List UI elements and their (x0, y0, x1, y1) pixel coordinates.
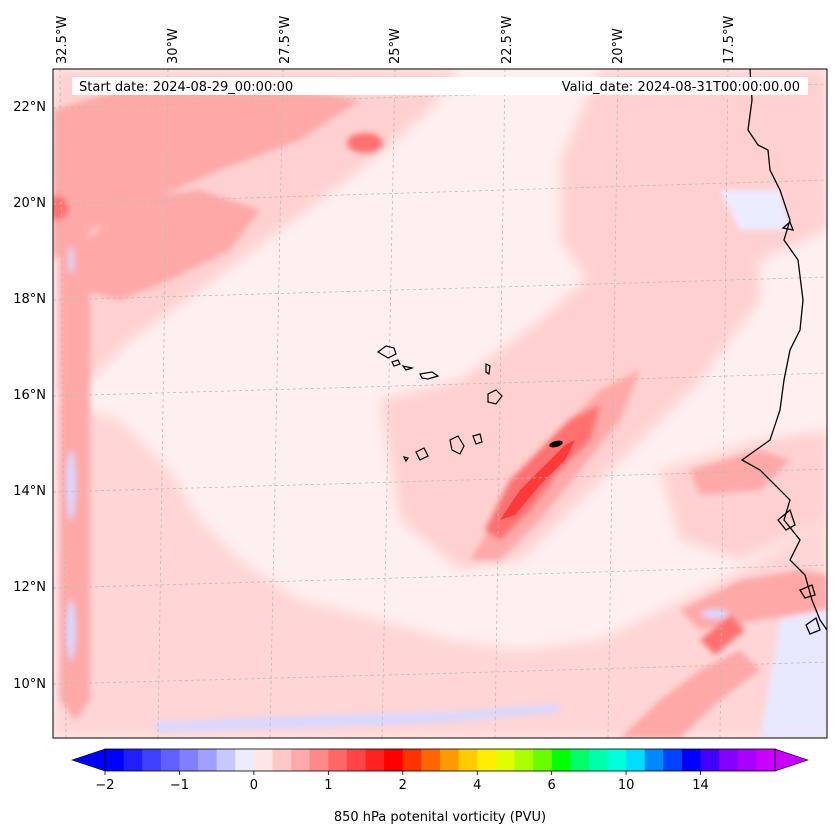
colorbar-segment (291, 749, 311, 771)
lon-label: 17.5°W (722, 16, 737, 64)
lat-label: 10°N (13, 677, 46, 692)
colorbar-segment (365, 749, 385, 771)
colorbar-segment (123, 749, 143, 771)
colorbar-segment (737, 749, 757, 771)
colorbar-title: 850 hPa potenital vorticity (PVU) (334, 810, 546, 825)
africa-coastline (740, 69, 827, 635)
lon-label: 27.5°W (278, 16, 293, 64)
pv-field-max (500, 440, 575, 520)
colorbar-segment (719, 749, 739, 771)
lat-label: 16°N (13, 388, 46, 403)
lat-label: 20°N (13, 196, 46, 211)
colorbar-tick-label: 10 (618, 778, 635, 793)
colorbar-segment (421, 749, 441, 771)
colorbar-segment (495, 749, 515, 771)
lat-labels: 22°N 20°N 18°N 16°N 14°N 12°N 10°N (13, 100, 46, 692)
colorbar-segment (384, 749, 404, 771)
colorbar-under-arrow (71, 748, 106, 772)
colorbar-tick-label: 0 (250, 778, 258, 793)
colorbar-segment (272, 749, 292, 771)
colorbar-tick-label: 1 (324, 778, 332, 793)
colorbar-segment (253, 749, 273, 771)
lon-labels: 32.5°W 30°W 27.5°W 25°W 22.5°W 20°W 17.5… (55, 16, 737, 64)
map-panel (53, 69, 827, 738)
lon-label: 20°W (611, 28, 626, 64)
colorbar-segment (328, 749, 348, 771)
colorbar-segment (551, 749, 571, 771)
colorbar-segment (198, 749, 218, 771)
colorbar-segment (700, 749, 720, 771)
colorbar-segment (570, 749, 590, 771)
lon-label: 25°W (388, 28, 403, 64)
graticule (53, 69, 827, 738)
valid-date-label: Valid_date: 2024-08-31T00:00:00.00 (562, 80, 800, 95)
colorbar-segment (533, 749, 553, 771)
pv-field-negative (66, 190, 827, 738)
colorbar-segment (160, 749, 180, 771)
colorbar-tick-label: 4 (473, 778, 481, 793)
colorbar-segment (663, 749, 683, 771)
colorbar-segment (458, 749, 478, 771)
lat-label: 18°N (13, 292, 46, 307)
colorbar-over-arrow (774, 748, 809, 772)
colorbar-segment (644, 749, 664, 771)
colorbar-segment (607, 749, 627, 771)
colorbar-ticks: −2 −1 0 1 2 4 6 10 14 (95, 771, 709, 793)
colorbar-segment (514, 749, 534, 771)
info-box (72, 77, 808, 95)
colorbar-segments (105, 749, 776, 771)
cape-verde-islands (376, 345, 503, 463)
lon-label: 22.5°W (500, 16, 515, 64)
colorbar-tick-label: 6 (548, 778, 556, 793)
colorbar-tick-label: 14 (692, 778, 709, 793)
colorbar (71, 748, 809, 772)
colorbar-segment (216, 749, 236, 771)
lon-label: 32.5°W (55, 16, 70, 64)
colorbar-segment (142, 749, 162, 771)
lon-label: 30°W (166, 28, 181, 64)
lat-label: 12°N (13, 580, 46, 595)
colorbar-segment (756, 749, 776, 771)
map-frame (52, 68, 828, 739)
colorbar-segment (681, 749, 702, 771)
lat-label: 14°N (13, 484, 46, 499)
colorbar-segment (402, 749, 422, 771)
colorbar-segment (179, 749, 199, 771)
colorbar-segment (477, 749, 497, 771)
colorbar-segment (235, 749, 255, 771)
colorbar-segment (588, 749, 608, 771)
colorbar-segment (309, 749, 329, 771)
colorbar-segment (440, 749, 460, 771)
colorbar-tick-label: −1 (170, 778, 189, 793)
colorbar-tick-label: −2 (95, 778, 114, 793)
colorbar-tick-label: 2 (399, 778, 407, 793)
lat-label: 22°N (13, 100, 46, 115)
colorbar-segment (626, 749, 646, 771)
colorbar-segment (105, 749, 125, 771)
start-date-label: Start date: 2024-08-29_00:00:00 (79, 80, 293, 95)
colorbar-frame (104, 748, 776, 772)
colorbar-segment (346, 749, 367, 771)
